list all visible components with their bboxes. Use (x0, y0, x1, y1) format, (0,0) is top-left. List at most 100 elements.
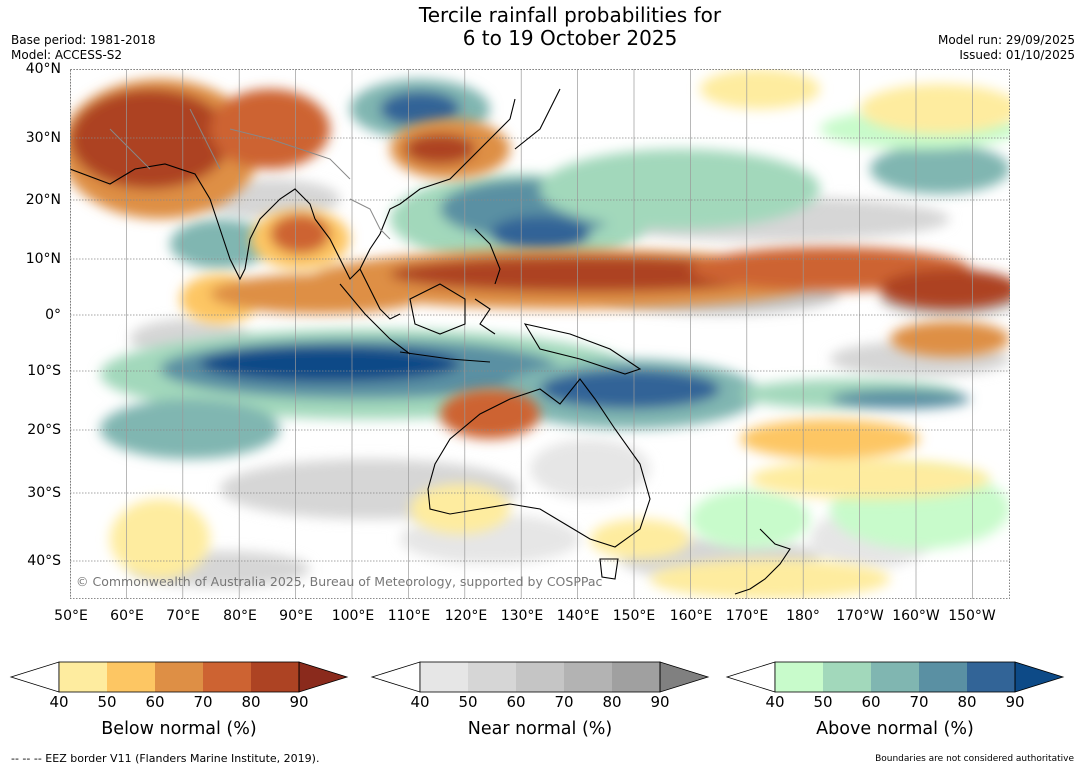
model-run: Model run: 29/09/2025 (937, 33, 1075, 47)
coast-new-guinea (523, 323, 642, 375)
above-tick-80: 80 (957, 693, 977, 711)
meta-left: Base period: 1981-2018 Model: ACCESS-S2 (11, 33, 156, 63)
coast-japan (514, 88, 561, 150)
lon-label-150e: 150°E (612, 608, 656, 624)
lon-label-180: 180° (786, 608, 820, 624)
below-tick-80: 80 (241, 693, 261, 711)
near-normal-title: Near normal (%) (467, 719, 613, 739)
near-bin-2 (468, 662, 516, 692)
lon-label-160w: 160°W (892, 608, 940, 624)
above-bin-5 (967, 662, 1015, 692)
above-normal-title: Above normal (%) (816, 719, 974, 739)
lat-label-10s: 10°S (27, 363, 61, 379)
colorbars (9, 661, 1065, 693)
lat-label-10n: 10°N (25, 251, 61, 267)
lat-label-30s: 30°S (27, 485, 61, 501)
probability-field (70, 69, 1010, 599)
lon-label-60e: 60°E (110, 608, 144, 624)
below-normal-title: Below normal (%) (101, 719, 257, 739)
lon-label-170w: 170°W (836, 608, 884, 624)
above-tick-40: 40 (765, 693, 785, 711)
below-bin-3 (155, 662, 203, 692)
meta-right: Model run: 29/09/2025 Issued: 01/10/2025 (938, 33, 1075, 63)
below-tick-70: 70 (193, 693, 213, 711)
below-bin-4 (203, 662, 251, 692)
near-bin-4 (564, 662, 612, 692)
lon-label-50e: 50°E (54, 608, 88, 624)
above-extend-low (725, 661, 776, 693)
lat-label-30n: 30°N (25, 130, 61, 146)
eez-border-note: -- -- -- EEZ border V11 (Flanders Marine… (11, 752, 320, 765)
near-extend-low (370, 661, 421, 693)
coast-philippines (474, 228, 501, 285)
lon-gridlines (70, 69, 973, 599)
near-extend-high (659, 661, 710, 693)
near-bin-3 (516, 662, 564, 692)
base-period: Base period: 1981-2018 (11, 33, 156, 47)
coast-australia (427, 378, 651, 548)
colorbar-above (725, 661, 1065, 693)
lon-label-100e: 100°E (331, 608, 375, 624)
rainfall-map (70, 69, 1010, 599)
colorbar-below (9, 661, 349, 693)
above-bin-1 (775, 662, 823, 692)
lat-label-40s: 40°S (27, 553, 61, 569)
above-bin-3 (871, 662, 919, 692)
above-tick-50: 50 (813, 693, 833, 711)
title-line-1: Tercile rainfall probabilities for (418, 3, 722, 27)
below-bin-1 (59, 662, 107, 692)
above-frame (774, 661, 1016, 693)
lon-label-140e: 140°E (556, 608, 600, 624)
coastlines (70, 88, 791, 595)
colorbar-near (370, 661, 710, 693)
coast-east-asia (314, 98, 516, 280)
below-tick-60: 60 (145, 693, 165, 711)
coast-new-zealand (734, 528, 791, 595)
map-frame (70, 69, 1010, 599)
coast-arabia-india (70, 163, 316, 281)
near-tick-40: 40 (410, 693, 430, 711)
above-tick-70: 70 (909, 693, 929, 711)
near-bin-5 (612, 662, 660, 692)
lon-label-90e: 90°E (279, 608, 313, 624)
below-tick-40: 40 (49, 693, 69, 711)
near-tick-50: 50 (458, 693, 478, 711)
below-bin-5 (251, 662, 299, 692)
below-extend-high (298, 661, 349, 693)
near-frame (419, 661, 661, 693)
lat-gridlines (70, 69, 1010, 562)
above-bin-4 (919, 662, 967, 692)
lon-label-80e: 80°E (223, 608, 257, 624)
below-tick-50: 50 (97, 693, 117, 711)
lat-label-40n: 40°N (25, 61, 61, 77)
below-tick-90: 90 (289, 693, 309, 711)
lon-label-120e: 120°E (444, 608, 488, 624)
above-bin-2 (823, 662, 871, 692)
lon-label-70e: 70°E (166, 608, 200, 624)
lon-label-160e: 160°E (669, 608, 713, 624)
map-title: Tercile rainfall probabilities for 6 to … (0, 4, 1085, 50)
coast-indochina (359, 268, 401, 320)
near-tick-60: 60 (506, 693, 526, 711)
coast-tasmania (599, 558, 619, 580)
near-tick-80: 80 (602, 693, 622, 711)
near-tick-70: 70 (554, 693, 574, 711)
model-name: Model: ACCESS-S2 (11, 48, 123, 62)
copyright-note: © Commonwealth of Australia 2025, Bureau… (76, 574, 603, 589)
near-bin-1 (420, 662, 468, 692)
coast-sumatra (339, 283, 411, 355)
coast-sulawesi (474, 298, 496, 335)
above-tick-60: 60 (861, 693, 881, 711)
below-bin-2 (107, 662, 155, 692)
coast-java (399, 351, 491, 363)
lat-label-20n: 20°N (25, 192, 61, 208)
near-tick-90: 90 (650, 693, 670, 711)
above-extend-high (1014, 661, 1065, 693)
title-line-2: 6 to 19 October 2025 (462, 26, 678, 50)
above-tick-90: 90 (1005, 693, 1025, 711)
lat-label-20s: 20°S (27, 422, 61, 438)
boundary-disclaimer: Boundaries are not considered authoritat… (875, 754, 1074, 764)
below-frame (58, 661, 300, 693)
coast-borneo (409, 283, 466, 335)
country-borders (109, 108, 391, 240)
